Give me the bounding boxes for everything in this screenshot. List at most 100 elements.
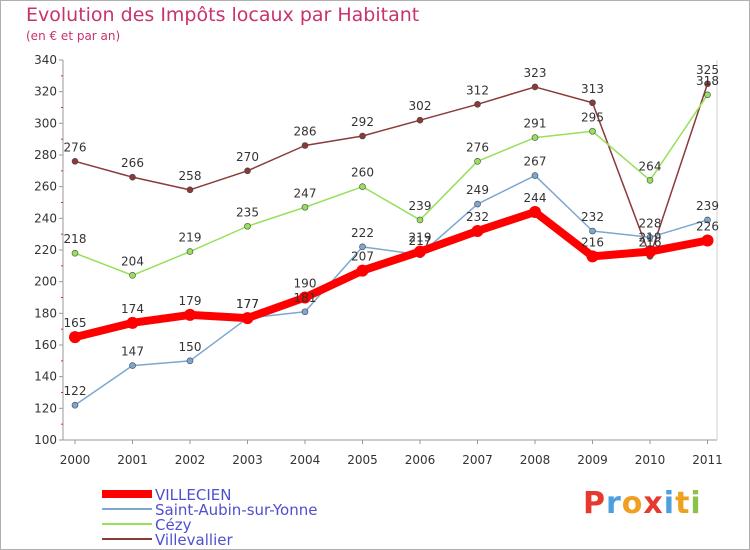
data-label: 204 <box>121 254 144 268</box>
x-tick-label: 2003 <box>232 453 263 467</box>
logo-letter: x <box>643 486 664 521</box>
data-label: 177 <box>236 297 259 311</box>
logo-letter: o <box>621 486 644 521</box>
data-point <box>586 250 599 263</box>
data-label: 302 <box>409 99 432 113</box>
series-line-saint-aubin-sur-yonne <box>74 174 709 406</box>
legend-label: Villevallier <box>155 531 233 549</box>
data-point <box>644 245 656 258</box>
data-point <box>646 177 654 184</box>
data-label: 190 <box>294 277 317 291</box>
data-point <box>186 248 194 255</box>
data-point <box>69 331 81 344</box>
data-point <box>359 243 366 251</box>
data-point <box>529 206 541 218</box>
data-label: 216 <box>581 235 604 249</box>
data-label: 239 <box>696 199 719 213</box>
data-label: 276 <box>64 140 87 154</box>
data-label: 318 <box>696 74 719 88</box>
data-label: 239 <box>409 199 432 213</box>
legend-label: VILLECIEN <box>155 486 231 504</box>
data-label: 235 <box>236 205 259 219</box>
data-point <box>531 134 539 141</box>
x-tick-label: 2002 <box>175 453 206 467</box>
data-label: 150 <box>179 340 202 354</box>
data-label: 232 <box>466 210 489 224</box>
data-point <box>704 80 711 88</box>
legend-label: Cézy <box>155 516 192 534</box>
data-label: 222 <box>351 226 374 240</box>
data-point <box>474 200 481 208</box>
data-label: 147 <box>121 345 144 359</box>
data-label: 219 <box>409 231 432 245</box>
y-tick-label: 220 <box>34 243 57 257</box>
x-tick-label: 2008 <box>520 453 551 467</box>
x-tick-label: 2005 <box>347 453 378 467</box>
x-tick-label: 2007 <box>462 453 493 467</box>
data-point <box>359 132 366 140</box>
data-label: 228 <box>639 216 662 230</box>
y-tick-label: 280 <box>34 148 57 162</box>
data-point <box>129 173 136 181</box>
x-tick-label: 2004 <box>290 453 321 467</box>
data-point <box>301 142 309 149</box>
logo-letter: t <box>675 486 691 521</box>
data-point <box>531 83 539 91</box>
data-label: 244 <box>524 191 547 205</box>
y-tick-label: 180 <box>34 306 57 320</box>
y-tick-label: 160 <box>34 338 57 352</box>
data-label: 249 <box>466 183 489 197</box>
data-point <box>301 203 309 211</box>
logo-letter: i <box>663 486 676 521</box>
data-point <box>126 316 139 329</box>
y-tick-label: 320 <box>34 85 57 99</box>
data-point <box>241 312 254 325</box>
data-point <box>71 249 79 257</box>
x-tick-label: 2001 <box>117 453 148 467</box>
y-tick-label: 260 <box>34 180 57 194</box>
x-tick-label: 2009 <box>577 453 608 467</box>
data-label: 260 <box>351 166 374 180</box>
data-point <box>646 234 654 241</box>
x-tick-label: 2010 <box>635 453 666 467</box>
data-label: 286 <box>294 125 317 139</box>
data-label: 258 <box>179 169 202 183</box>
x-tick-label: 2000 <box>60 453 91 467</box>
data-label: 325 <box>696 63 719 77</box>
data-point <box>184 308 196 321</box>
data-point <box>186 186 194 194</box>
data-label: 219 <box>179 231 202 245</box>
data-point <box>301 308 309 316</box>
data-label: 270 <box>236 150 259 164</box>
data-label: 226 <box>696 220 719 234</box>
data-point <box>704 216 711 224</box>
data-point <box>471 225 484 237</box>
data-label: 177 <box>236 297 259 311</box>
data-point <box>71 158 79 165</box>
data-label: 312 <box>466 83 489 97</box>
data-label: 218 <box>64 232 87 246</box>
series-line-c-zy <box>74 94 709 277</box>
chart-subtitle: (en € et par an) <box>26 29 121 43</box>
data-label: 165 <box>64 316 87 330</box>
y-tick-label: 300 <box>34 116 57 130</box>
data-point <box>589 227 596 235</box>
data-point <box>701 234 714 247</box>
data-label: 219 <box>639 231 662 245</box>
data-label: 291 <box>524 117 547 131</box>
data-label: 267 <box>524 155 547 169</box>
y-tick-label: 200 <box>34 275 57 289</box>
x-tick-label: 2011 <box>692 453 723 467</box>
chart-title: Evolution des Impôts locaux par Habitant <box>26 4 420 26</box>
legend-label: Saint-Aubin-sur-Yonne <box>155 501 317 519</box>
data-point <box>129 272 136 279</box>
data-point <box>531 172 539 179</box>
data-point <box>589 127 596 135</box>
data-label: 266 <box>121 156 144 170</box>
data-label: 313 <box>581 82 604 96</box>
data-point <box>474 101 481 108</box>
data-point <box>416 216 424 224</box>
y-tick-label: 120 <box>34 401 57 415</box>
data-point <box>414 245 426 258</box>
series-line-villecien <box>71 208 712 342</box>
